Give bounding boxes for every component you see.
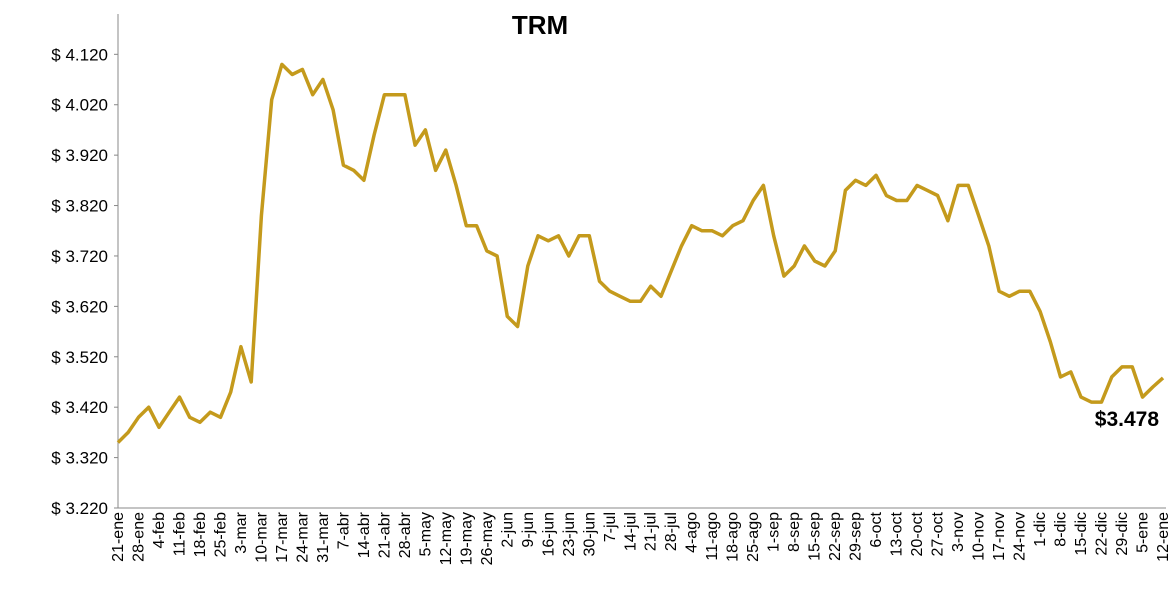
x-tick-label: 21-abr (376, 511, 393, 558)
x-tick-label: 14-abr (356, 511, 373, 558)
x-tick-label: 20-oct (909, 511, 926, 556)
y-tick-label: $ 4.120 (51, 45, 108, 64)
y-tick-label: $ 3.520 (51, 348, 108, 367)
x-tick-label: 11-feb (171, 512, 188, 556)
x-tick-label: 13-oct (889, 511, 906, 556)
y-tick-label: $ 3.820 (51, 197, 108, 216)
x-tick-label: 10-mar (253, 511, 270, 562)
x-tick-label: 27-oct (930, 511, 947, 556)
x-tick-label: 10-nov (971, 512, 988, 561)
x-tick-label: 5-ene (1135, 512, 1152, 553)
x-tick-label: 8-dic (1053, 512, 1070, 547)
x-tick-label: 28-ene (130, 512, 147, 562)
x-tick-label: 18-ago (725, 512, 742, 562)
x-tick-label: 24-mar (294, 511, 311, 562)
x-tick-label: 14-jul (622, 512, 639, 551)
x-tick-label: 19-may (458, 512, 475, 565)
x-tick-label: 25-feb (212, 512, 229, 557)
x-tick-label: 12-ene (1155, 512, 1172, 562)
x-tick-label: 25-ago (745, 512, 762, 562)
x-tick-label: 1-dic (1032, 512, 1049, 547)
x-tick-label: 26-may (479, 512, 496, 565)
x-tick-label: 8-sep (786, 512, 803, 552)
annotation: $3.478 (1095, 408, 1160, 431)
x-tick-label: 7-jul (602, 512, 619, 542)
x-tick-label: 17-nov (991, 512, 1008, 561)
x-tick-label: 6-oct (868, 511, 885, 547)
x-tick-label: 3-mar (233, 511, 250, 553)
x-tick-label: 4-ago (684, 512, 701, 553)
x-tick-label: 18-feb (192, 512, 209, 557)
x-tick-label: 29-sep (848, 512, 865, 561)
y-tick-label: $ 3.320 (51, 449, 108, 468)
y-tick-label: $ 3.220 (51, 499, 108, 518)
y-tick-label: $ 3.720 (51, 247, 108, 266)
x-tick-label: 11-ago (704, 512, 721, 561)
x-tick-label: 7-abr (335, 511, 352, 549)
y-tick-label: $ 3.620 (51, 297, 108, 316)
x-tick-label: 16-jun (540, 512, 557, 556)
x-tick-label: 30-jun (581, 512, 598, 556)
x-tick-label: 3-nov (950, 512, 967, 552)
line (116, 62, 1165, 444)
y-tick-label: $ 4.020 (51, 96, 108, 115)
x-tick-label: 2-jun (499, 512, 516, 548)
x-tick-label: 22-sep (827, 512, 844, 561)
x-tick-label: 28-abr (397, 511, 414, 558)
x-tick-label: 21-jul (643, 512, 660, 551)
x-tick-label: 24-nov (1012, 512, 1029, 561)
y-tick-label: $ 3.420 (51, 398, 108, 417)
x-tick-label: 28-jul (663, 512, 680, 551)
x-tick-label: 31-mar (315, 511, 332, 562)
chart-title: TRM (512, 10, 568, 40)
x-tick-label: 23-jun (561, 512, 578, 556)
x-tick-label: 5-may (417, 512, 434, 556)
x-tick-label: 4-feb (151, 512, 168, 549)
x-tick-label: 1-sep (766, 512, 783, 552)
x-tick-label: 21-ene (110, 512, 127, 562)
x-tick-label: 17-mar (274, 511, 291, 562)
x-tick-label: 22-dic (1094, 512, 1111, 556)
x-tick-label: 12-may (438, 512, 455, 565)
y-tick-label: $ 3.920 (51, 146, 108, 165)
x-tick-label: 15-sep (807, 512, 824, 561)
x-tick-label: 9-jun (520, 512, 537, 548)
x-tick-label: 29-dic (1114, 512, 1131, 556)
x-tick-label: 15-dic (1073, 512, 1090, 556)
